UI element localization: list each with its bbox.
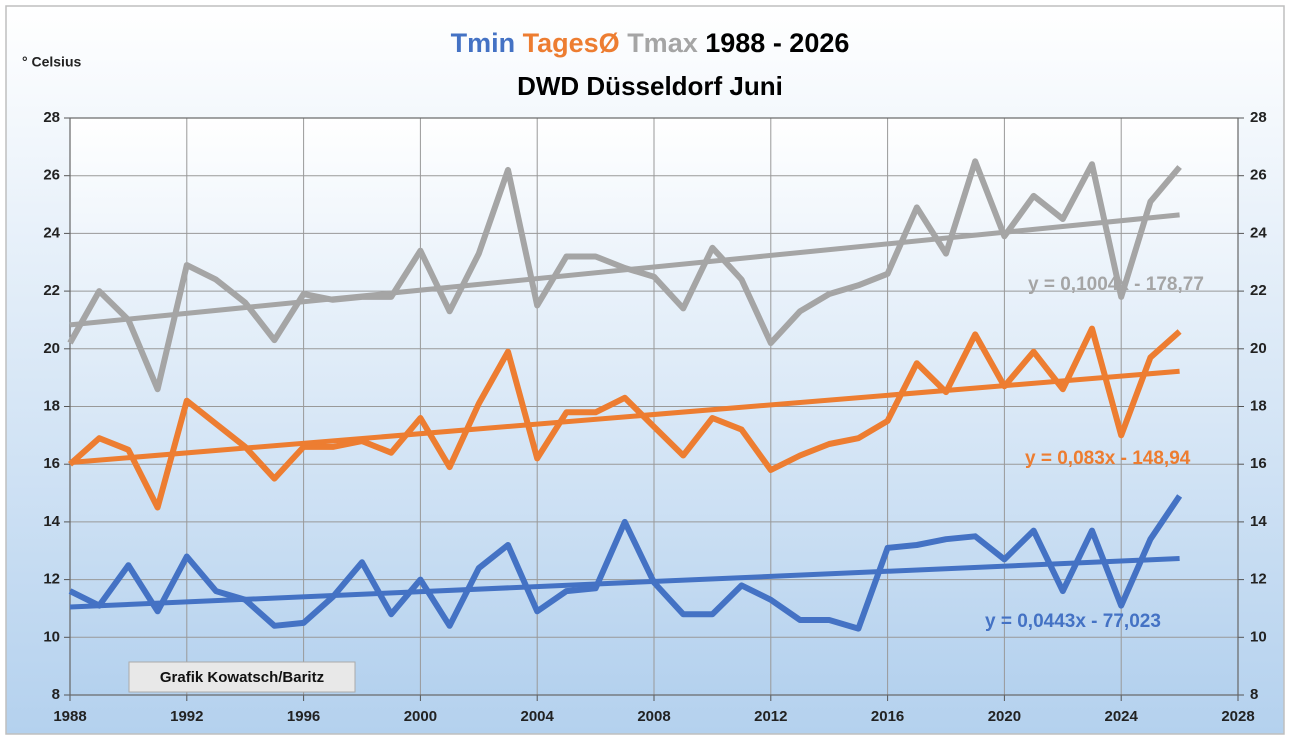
y2-tick-label: 22 bbox=[1250, 282, 1267, 299]
title-tmax: Tmax bbox=[627, 28, 698, 58]
x-tick-label: 2004 bbox=[521, 708, 555, 725]
annotation: Grafik Kowatsch/Baritz bbox=[160, 669, 324, 686]
x-tick-label: 1992 bbox=[170, 708, 203, 725]
y2-tick-label: 20 bbox=[1250, 340, 1267, 357]
y-tick-label: 18 bbox=[43, 397, 60, 414]
plot-border bbox=[69, 117, 1239, 696]
trend-label: y = 0,1004x - 178,77 bbox=[1028, 274, 1204, 295]
y2-tick-label: 16 bbox=[1250, 455, 1267, 472]
y2-tick-label: 8 bbox=[1250, 686, 1258, 703]
x-tick-label: 1988 bbox=[53, 708, 86, 725]
x-tick-label: 2012 bbox=[754, 708, 787, 725]
x-tick-label: 2016 bbox=[871, 708, 904, 725]
chart-title: Tmin TagesØ Tmax 1988 - 2026 bbox=[451, 28, 850, 58]
y2-tick-label: 18 bbox=[1250, 397, 1267, 414]
y-tick-label: 14 bbox=[43, 513, 60, 530]
y2-tick-label: 26 bbox=[1250, 167, 1267, 184]
series-line bbox=[68, 494, 1183, 632]
annotation-box bbox=[128, 661, 356, 693]
x-tick-label: 2020 bbox=[988, 708, 1021, 725]
title-tages: TagesØ bbox=[523, 28, 620, 58]
y-tick-label: 10 bbox=[43, 628, 60, 645]
y-tick-label: 20 bbox=[43, 340, 60, 357]
y2-tick-label: 14 bbox=[1250, 513, 1267, 530]
chart-subtitle: DWD Düsseldorf Juni bbox=[517, 71, 783, 101]
trend-label: y = 0,0443x - 77,023 bbox=[985, 611, 1161, 632]
y-tick-label: 26 bbox=[43, 167, 60, 184]
series-line bbox=[68, 325, 1182, 511]
y-tick-label: 8 bbox=[52, 686, 60, 703]
x-tick-label: 2028 bbox=[1221, 708, 1254, 725]
y2-tick-label: 12 bbox=[1250, 571, 1267, 588]
y2-tick-label: 24 bbox=[1250, 224, 1267, 241]
y-axis-label: ° Celsius bbox=[22, 54, 82, 70]
x-tick-label: 2024 bbox=[1105, 708, 1139, 725]
y2-tick-label: 28 bbox=[1250, 109, 1267, 126]
y-tick-label: 12 bbox=[43, 571, 60, 588]
y-tick-label: 16 bbox=[43, 455, 60, 472]
y-tick-label: 22 bbox=[43, 282, 60, 299]
trend-line bbox=[69, 556, 1180, 610]
x-tick-label: 2008 bbox=[637, 708, 670, 725]
trend-line bbox=[69, 368, 1180, 465]
trend-line bbox=[69, 212, 1180, 328]
title-tmin: Tmin bbox=[451, 28, 516, 58]
x-tick-label: 2000 bbox=[404, 708, 437, 725]
y-tick-label: 24 bbox=[43, 224, 60, 241]
x-tick-label: 1996 bbox=[287, 708, 320, 725]
trend-label: y = 0,083x - 148,94 bbox=[1025, 448, 1191, 469]
y2-tick-label: 10 bbox=[1250, 628, 1267, 645]
y-tick-label: 28 bbox=[43, 109, 60, 126]
title-years: 1988 - 2026 bbox=[705, 28, 849, 58]
